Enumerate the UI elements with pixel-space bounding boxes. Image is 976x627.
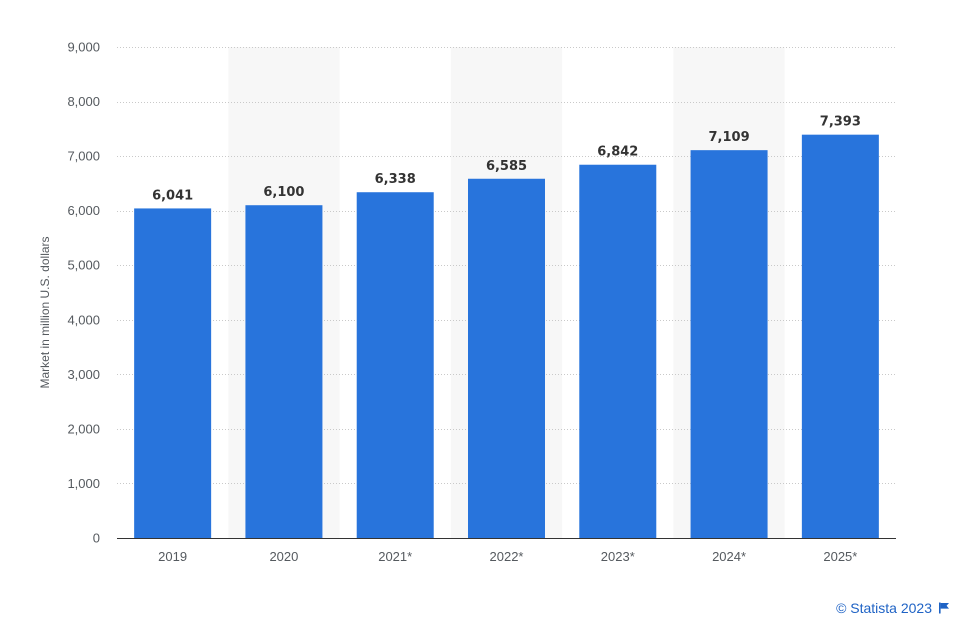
y-tick-label: 0 (93, 531, 100, 546)
y-tick-label: 1,000 (67, 476, 100, 491)
y-tick-label: 5,000 (67, 258, 100, 273)
y-tick-label: 4,000 (67, 312, 100, 327)
bar[interactable] (690, 150, 768, 538)
y-tick-label: 7,000 (67, 149, 100, 164)
y-tick-label: 2,000 (67, 421, 100, 436)
data-label: 7,109 (709, 130, 750, 145)
bar[interactable] (134, 208, 212, 539)
y-tick-label: 8,000 (67, 94, 100, 109)
y-tick-label: 9,000 (67, 40, 100, 55)
x-tick-labels: 2019 2020 2021* 2022* 2023* 2024* 2025* (158, 549, 857, 564)
y-axis-title: Market in million U.S. dollars (38, 236, 52, 388)
x-tick-label: 2021* (378, 549, 412, 564)
data-label: 6,100 (263, 185, 304, 200)
y-tick-label: 6,000 (67, 203, 100, 218)
statista-credit[interactable]: © Statista 2023 (836, 600, 950, 616)
bar[interactable] (801, 134, 879, 538)
data-label: 6,585 (486, 159, 527, 174)
y-tick-labels: 0 1,000 2,000 3,000 4,000 5,000 6,000 7,000 8,00… (67, 40, 100, 546)
bar[interactable] (245, 205, 323, 538)
data-label: 7,393 (820, 115, 861, 130)
data-label: 6,041 (152, 188, 193, 203)
x-tick-label: 2022* (490, 549, 524, 564)
x-tick-label: 2023* (601, 549, 635, 564)
bars (134, 134, 879, 539)
data-label: 6,842 (597, 145, 638, 160)
x-tick-label: 2025* (823, 549, 857, 564)
y-tick-label: 3,000 (67, 367, 100, 382)
bar[interactable] (356, 192, 434, 539)
data-label: 6,338 (375, 172, 416, 187)
x-tick-label: 2019 (158, 549, 187, 564)
x-tick-label: 2024* (712, 549, 746, 564)
data-labels: 6,041 6,100 6,338 6,585 6,842 7,109 7,393 (152, 115, 861, 204)
credit-text[interactable]: © Statista 2023 (836, 600, 932, 616)
bar[interactable] (468, 178, 545, 539)
bar[interactable] (579, 164, 657, 538)
x-tick-label: 2020 (269, 549, 298, 564)
flag-icon[interactable] (938, 602, 950, 614)
